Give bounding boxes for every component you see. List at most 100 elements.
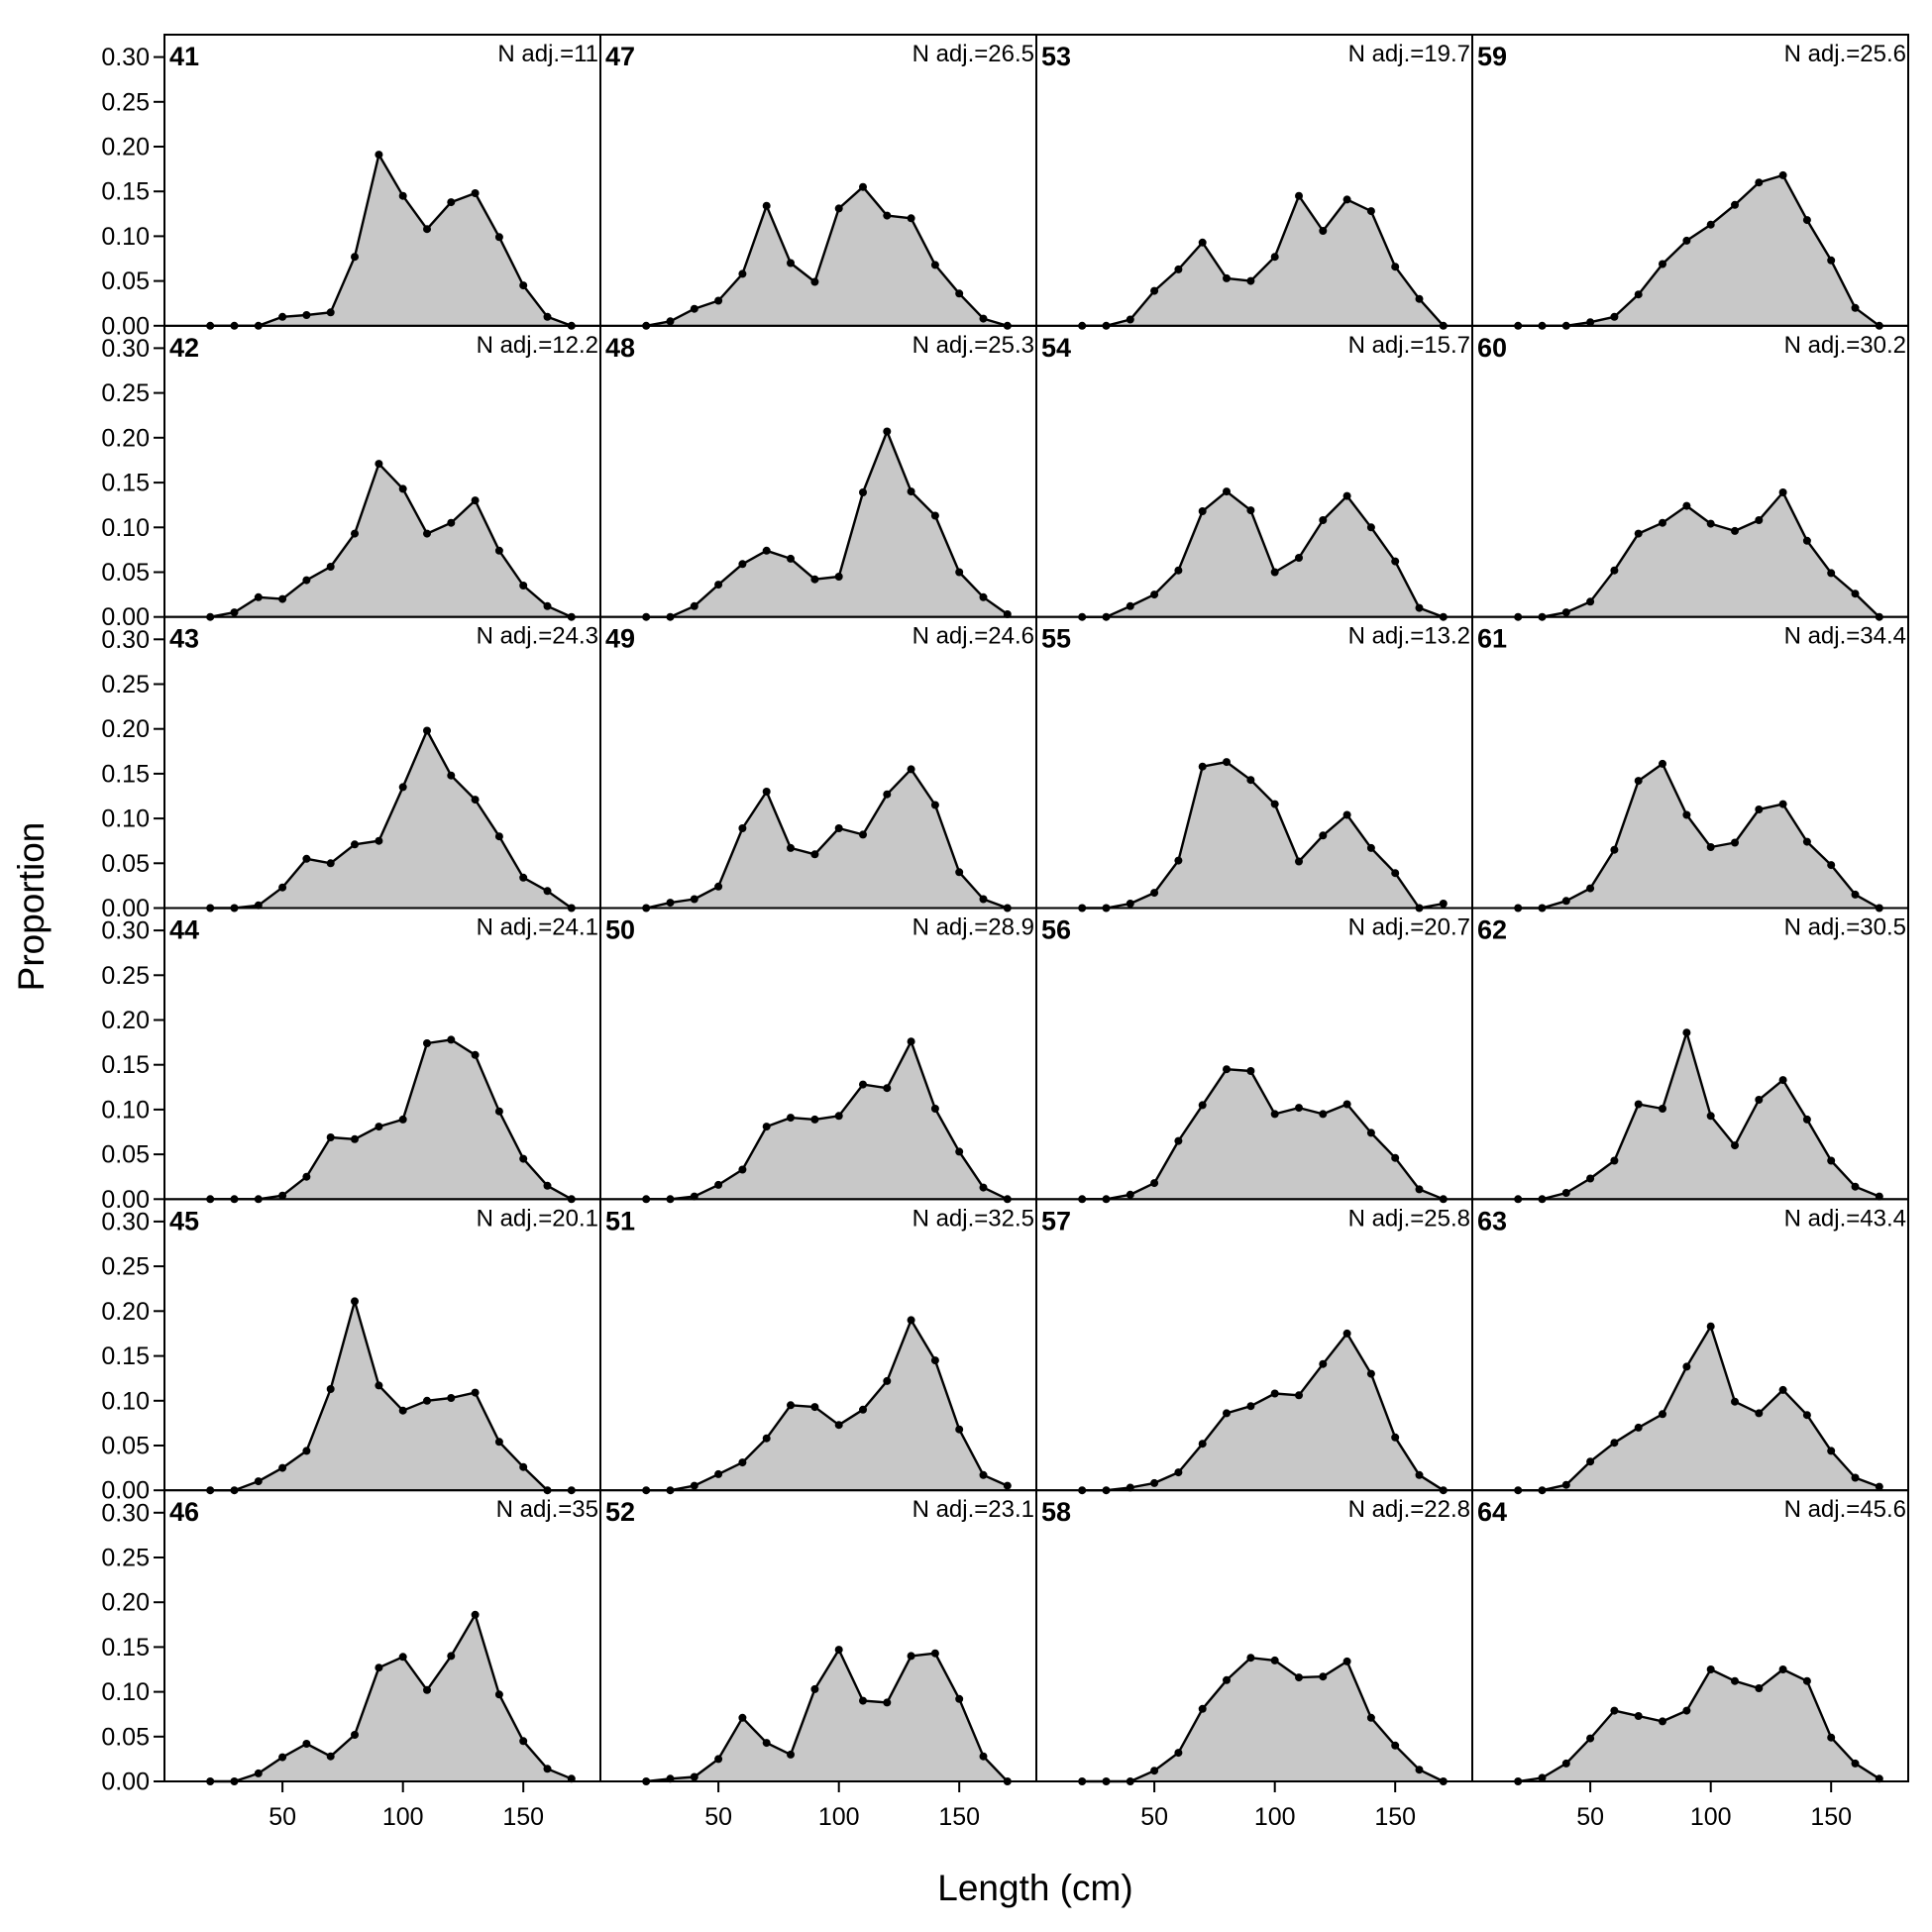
data-point xyxy=(543,1765,552,1773)
data-point xyxy=(1851,590,1860,598)
data-point xyxy=(1174,1136,1183,1145)
data-point xyxy=(471,1388,480,1397)
panel-label: 61 xyxy=(1477,624,1507,654)
data-point xyxy=(326,308,335,317)
data-point xyxy=(930,511,939,520)
series-line xyxy=(646,430,1009,618)
y-axis-title: Proportion xyxy=(11,822,52,992)
panel-42: 42 N adj.=12.2 xyxy=(163,324,601,621)
series-line xyxy=(646,1648,1009,1783)
panel-frame xyxy=(599,324,1037,618)
panel-53: 53 N adj.=19.7 xyxy=(1035,34,1473,330)
data-point xyxy=(1586,1734,1595,1743)
data-point xyxy=(1342,491,1351,500)
data-point xyxy=(398,191,407,200)
y-tick-label: 0.20 xyxy=(101,1589,150,1617)
data-point xyxy=(1659,518,1666,527)
data-point xyxy=(810,575,819,584)
data-point xyxy=(302,854,311,863)
data-point xyxy=(1150,286,1159,295)
panel-label: 47 xyxy=(605,42,635,71)
y-tick-label: 0.15 xyxy=(101,760,150,788)
data-point xyxy=(1610,566,1619,575)
data-point xyxy=(955,1694,964,1703)
data-point xyxy=(907,214,915,223)
data-point xyxy=(690,304,698,313)
data-point xyxy=(1731,200,1739,209)
data-point xyxy=(1755,516,1764,524)
panel-62: 62 N adj.=30.5 xyxy=(1471,907,1909,1204)
data-point xyxy=(1682,501,1691,510)
series-area xyxy=(646,186,1008,326)
data-point xyxy=(1561,1189,1570,1197)
data-point xyxy=(834,1112,843,1121)
data-point xyxy=(930,261,939,269)
series-line xyxy=(646,1039,1009,1201)
data-point xyxy=(1634,1423,1643,1432)
series-line xyxy=(209,462,573,618)
series-area xyxy=(1082,1658,1444,1781)
data-point xyxy=(1586,1174,1595,1183)
data-point xyxy=(1174,1468,1183,1477)
data-point xyxy=(302,576,311,585)
y-tick-label: 0.20 xyxy=(101,1298,150,1326)
y-tick-label: 0.00 xyxy=(101,1186,150,1214)
data-point xyxy=(1538,1773,1547,1782)
data-point xyxy=(1706,1322,1715,1331)
data-point xyxy=(1223,487,1231,496)
y-tick-label: 0.00 xyxy=(101,1769,150,1796)
x-tick-label: 100 xyxy=(1254,1803,1296,1831)
series-area xyxy=(210,730,572,909)
x-tick-label: 50 xyxy=(1576,1803,1604,1831)
data-point xyxy=(1366,1713,1375,1722)
y-tick-label: 0.25 xyxy=(101,88,150,116)
data-point xyxy=(1851,1182,1860,1191)
data-point xyxy=(351,840,359,849)
data-point xyxy=(398,1653,407,1662)
panel-label: 41 xyxy=(169,42,199,71)
series-line xyxy=(210,153,573,327)
data-point xyxy=(907,1316,915,1325)
data-point xyxy=(1634,290,1643,299)
data-point xyxy=(810,1684,819,1693)
y-tick-label: 0.10 xyxy=(101,1387,150,1415)
data-point xyxy=(254,1769,263,1777)
y-tick-label: 0.25 xyxy=(101,671,150,698)
data-point xyxy=(1150,1478,1159,1487)
data-point xyxy=(907,1652,915,1661)
data-point xyxy=(1366,843,1375,852)
data-point xyxy=(1561,1480,1570,1489)
data-point xyxy=(834,1646,843,1655)
data-point xyxy=(423,1396,431,1405)
panel-49: 49 N adj.=24.6 xyxy=(599,615,1037,912)
data-point xyxy=(955,868,964,877)
data-point xyxy=(230,608,239,617)
data-point xyxy=(254,592,263,601)
series-area xyxy=(646,1320,1008,1491)
n-adj-label: N adj.=45.6 xyxy=(1784,1496,1906,1523)
data-point xyxy=(1246,1067,1255,1075)
data-point xyxy=(738,1458,747,1467)
data-point xyxy=(1295,1391,1303,1400)
series-line xyxy=(1082,1332,1445,1492)
data-point xyxy=(834,1421,843,1430)
data-point xyxy=(1150,1767,1159,1775)
data-point xyxy=(447,518,456,527)
panel-label: 55 xyxy=(1041,624,1071,654)
data-point xyxy=(1731,1397,1739,1406)
data-point xyxy=(883,211,892,220)
data-point xyxy=(1610,312,1619,321)
data-point xyxy=(471,1050,480,1059)
data-point xyxy=(494,233,503,242)
data-point xyxy=(883,1376,892,1385)
panel-label: 51 xyxy=(605,1206,635,1235)
data-point xyxy=(738,269,747,278)
data-point xyxy=(1198,1101,1207,1110)
series-area xyxy=(1082,491,1444,617)
panel-60: 60 N adj.=30.2 xyxy=(1471,324,1909,621)
series-line xyxy=(645,185,1009,327)
data-point xyxy=(1295,1104,1303,1113)
data-point xyxy=(1778,1385,1787,1394)
data-point xyxy=(907,765,915,774)
